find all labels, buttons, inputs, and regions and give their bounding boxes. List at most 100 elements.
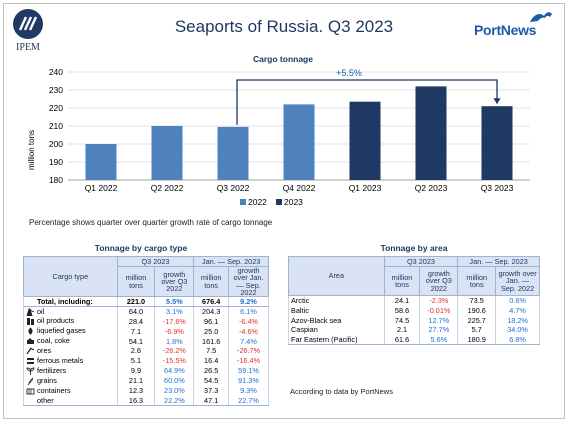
bar-2023-q3-2023 xyxy=(481,106,513,180)
value-ytd-cell: 7.5 xyxy=(193,346,229,357)
value-ytd-cell: 73.5 xyxy=(457,295,497,306)
row-label-cell: Far Eastern (Pacific) xyxy=(288,335,385,346)
value-q3-cell: 61.6 xyxy=(383,335,421,346)
area-table-title: Tonnage by area xyxy=(380,243,448,253)
growth-ytd-cell: 0.6% xyxy=(495,295,540,306)
row-label-cell: fertilizers xyxy=(23,365,118,376)
y-tick-label: 240 xyxy=(49,67,63,77)
table-row: ores 2.6 -26.2% 7.5 -26.7% xyxy=(23,346,269,357)
row-label-cell: ferrous metals xyxy=(23,356,118,366)
x-tick-label: Q4 2022 xyxy=(283,183,316,193)
row-label: oil xyxy=(37,306,45,316)
y-tick-label: 220 xyxy=(49,103,63,113)
value-q3-cell: 54.1 xyxy=(116,336,156,347)
growth-q3-cell: 64.9% xyxy=(154,365,195,376)
col-header-million-tons-ytd: million tons xyxy=(193,265,229,298)
growth-ytd-cell: 9.2% xyxy=(228,296,269,308)
chart-title: Cargo tonnage xyxy=(253,54,313,64)
value-ytd-cell: 37.3 xyxy=(193,385,229,396)
table-row: fertilizers 9.9 64.9% 26.5 59.1% xyxy=(23,365,269,376)
value-q3-cell: 7.1 xyxy=(116,326,156,337)
value-q3-cell: 74.5 xyxy=(383,315,421,326)
table-row: Caspian 2.1 27.7% 5.7 34.0% xyxy=(288,325,540,336)
growth-arrowhead xyxy=(493,98,501,105)
chart-footnote: Percentage shows quarter over quarter gr… xyxy=(29,218,273,227)
x-tick-label: Q3 2022 xyxy=(217,183,250,193)
ipem-logo-text: IPEM xyxy=(16,42,40,53)
row-label: coal, coke xyxy=(37,336,70,346)
value-q3-cell: 21.1 xyxy=(116,375,156,386)
table-row: Far Eastern (Pacific) 61.6 5.6% 180.9 6.8% xyxy=(288,335,540,346)
row-label: containers xyxy=(37,385,71,395)
table-row: Total, including: 221.0 5.5% 676.4 9.2% xyxy=(23,296,269,308)
growth-q3-cell: 23.0% xyxy=(154,385,195,396)
container-icon xyxy=(26,387,37,395)
value-q3-cell: 9.9 xyxy=(116,365,156,376)
growth-q3-cell: 3.1% xyxy=(154,306,195,317)
bar-2022-q3-2022 xyxy=(217,126,249,180)
row-label-cell: Caspian xyxy=(288,325,385,336)
x-tick-label: Q2 2023 xyxy=(415,183,448,193)
col-header-area: Area xyxy=(288,256,385,296)
oil-icon xyxy=(26,308,37,316)
growth-annotation: +5.5% xyxy=(336,68,362,78)
value-q3-cell: 24.1 xyxy=(383,295,421,306)
growth-ytd-cell: -26.7% xyxy=(228,346,269,357)
value-q3-cell: 2.1 xyxy=(383,325,421,336)
y-tick-label: 180 xyxy=(49,175,63,185)
row-label-cell: oil xyxy=(23,306,118,317)
growth-q3-cell: 12.7% xyxy=(419,315,459,326)
grain-icon xyxy=(26,377,37,385)
growth-ytd-cell: 91.3% xyxy=(228,375,269,386)
table-row: oil 64.0 3.1% 204.3 6.1% xyxy=(23,306,269,317)
y-tick-label: 190 xyxy=(49,157,63,167)
growth-q3-cell: 60.0% xyxy=(154,375,195,386)
row-label-cell: Azov-Black sea xyxy=(288,315,385,326)
value-ytd-cell: 204.3 xyxy=(193,306,229,317)
growth-ytd-cell: -6.4% xyxy=(228,316,269,327)
value-q3-cell: 28.4 xyxy=(116,316,156,327)
growth-q3-cell: -15.5% xyxy=(154,356,195,366)
page-frame xyxy=(3,3,565,419)
row-label-cell: Baltic xyxy=(288,305,385,316)
growth-ytd-cell: 4.7% xyxy=(495,305,540,316)
row-label-cell: ores xyxy=(23,346,118,357)
growth-ytd-cell: 6.1% xyxy=(228,306,269,317)
row-label: ores xyxy=(37,346,52,356)
table-row: ferrous metals 5.1 -15.5% 16.4 -16.4% xyxy=(23,356,269,366)
cargo-tonnage-chart: Cargo tonnage million tons Q1 2022 Q2 202… xyxy=(27,54,530,207)
growth-q3-cell: -26.2% xyxy=(154,346,195,357)
growth-ytd-cell: -4.6% xyxy=(228,326,269,337)
col-header-growth-ytd: growth over Jan. — Sep. 2022 xyxy=(228,265,269,298)
row-label: Baltic xyxy=(291,305,309,315)
row-label-cell: other xyxy=(23,395,118,406)
col-header-million-tons: million tons xyxy=(383,266,421,296)
growth-q3-cell: -0.01% xyxy=(419,305,459,316)
bar-2022-q4-2022 xyxy=(283,104,315,180)
value-ytd-cell: 25.0 xyxy=(193,326,229,337)
row-label-cell: containers xyxy=(23,385,118,396)
bar-2023-q2-2023 xyxy=(415,86,447,180)
liquefied-gas-icon xyxy=(26,327,37,336)
x-tick-label: Q1 2022 xyxy=(85,183,118,193)
legend-label-2023: 2023 xyxy=(284,197,303,207)
y-tick-label: 230 xyxy=(49,85,63,95)
col-header-cargo-type: Cargo type xyxy=(23,255,118,298)
oil-products-icon xyxy=(26,317,37,326)
value-ytd-cell: 96.1 xyxy=(193,316,229,327)
row-label: Far Eastern (Pacific) xyxy=(291,335,358,345)
portnews-logo-icon xyxy=(530,12,552,22)
value-q3-cell: 12.3 xyxy=(116,385,156,396)
cargo-table-title: Tonnage by cargo type xyxy=(94,243,188,253)
value-ytd-cell: 190.6 xyxy=(457,305,497,316)
table-row: other 16.3 22.2% 47.1 22.7% xyxy=(23,395,269,406)
legend-swatch-2023 xyxy=(276,199,282,205)
table-row: liquefied gases 7.1 -6.9% 25.0 -4.6% xyxy=(23,326,269,337)
x-tick-label: Q2 2022 xyxy=(151,183,184,193)
legend-swatch-2022 xyxy=(240,199,246,205)
ipem-logo-icon xyxy=(13,9,43,39)
table-row: grains 21.1 60.0% 54.5 91.3% xyxy=(23,375,269,386)
bar-2022-q2-2022 xyxy=(151,126,183,180)
value-q3-cell: 64.0 xyxy=(116,306,156,317)
table-row: containers 12.3 23.0% 37.3 9.3% xyxy=(23,385,269,396)
